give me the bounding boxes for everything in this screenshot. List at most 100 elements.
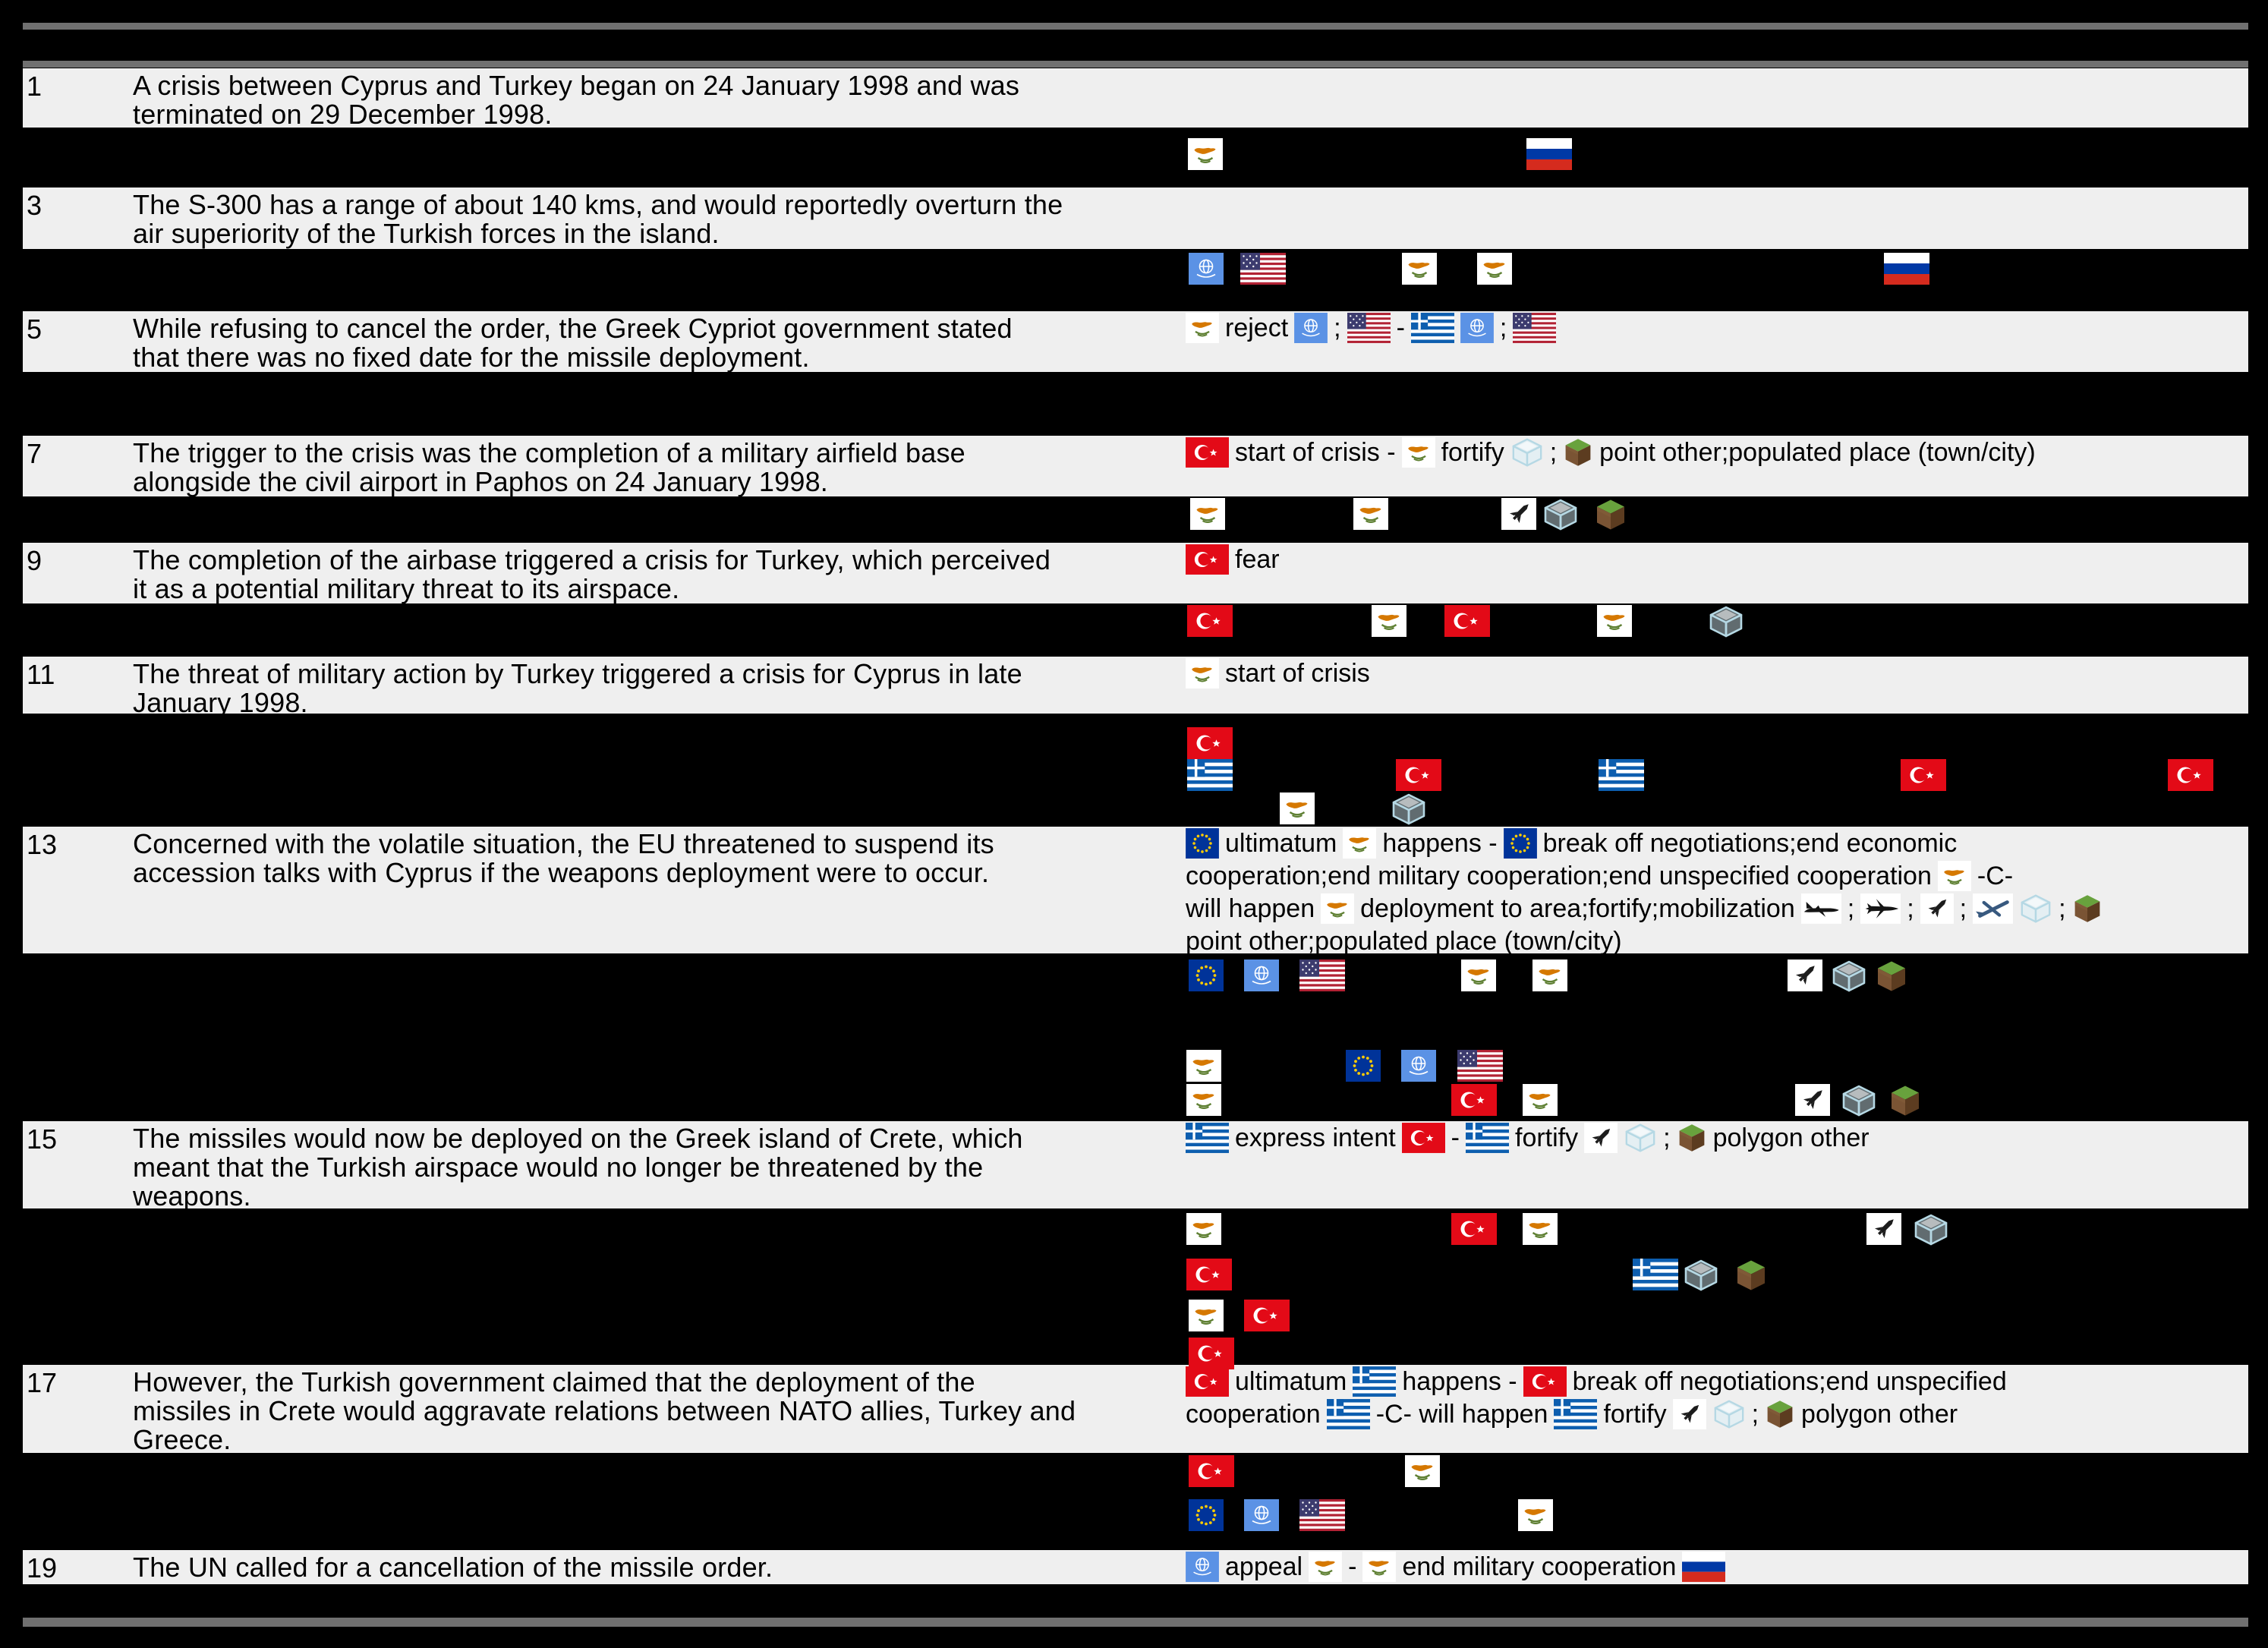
turkey-flag-icon	[1901, 759, 1946, 791]
annotation-text: ;	[1907, 894, 1914, 924]
annotation-text: ultimatum	[1235, 1367, 1347, 1396]
annotation-text: happens -	[1402, 1367, 1517, 1396]
annotation-text: ;	[1959, 894, 1967, 924]
sentence-line: air superiority of the Turkish forces in…	[133, 218, 720, 249]
sentence-row: 13 Concerned with the volatile situation,…	[23, 827, 2248, 956]
eu-flag-icon	[1346, 1050, 1381, 1082]
annotation-text: express intent	[1235, 1123, 1396, 1152]
annotation-text: start of crisis -	[1235, 438, 1396, 467]
sentence-line: weapons.	[133, 1180, 251, 1212]
sentence-text: However, the Turkish government claimed …	[133, 1368, 1076, 1454]
eu-flag-icon	[1186, 828, 1219, 859]
ice-icon	[1510, 437, 1544, 468]
annotation-text: ;	[1751, 1400, 1759, 1429]
separator-bar	[23, 61, 2248, 68]
turkey-flag-icon	[1186, 1366, 1229, 1397]
cyprus-flag-icon	[1402, 253, 1437, 285]
cyprus-flag-icon	[1321, 893, 1355, 925]
sentence-text: While refusing to cancel the order, the …	[133, 314, 1013, 372]
turkey-flag-icon	[1396, 759, 1441, 791]
russia-flag-icon	[1884, 253, 1929, 285]
ice-icon	[1391, 792, 1427, 826]
missile-icon	[1584, 1123, 1618, 1154]
turkey-flag-icon	[1186, 437, 1229, 468]
sentence-line: terminated on 29 December 1998.	[133, 99, 553, 130]
grass-icon	[1875, 959, 1908, 993]
greece-flag-icon	[1353, 1366, 1397, 1397]
annotation-text: cooperation	[1186, 1400, 1321, 1429]
turkey-flag-icon	[1186, 544, 1229, 575]
annotation-text: fortify	[1441, 438, 1504, 467]
sentence-line: A crisis between Cyprus and Turkey began…	[133, 70, 1020, 101]
cyprus-flag-icon	[1188, 138, 1223, 170]
jetblue-icon	[1973, 893, 2014, 924]
ice-icon	[1683, 1259, 1719, 1292]
annotation-text: fear	[1235, 545, 1280, 574]
ice-icon	[1712, 1399, 1746, 1429]
cyprus-flag-icon	[1189, 1300, 1224, 1331]
sentence-row: 5 While refusing to cancel the order, the…	[23, 311, 2248, 372]
row-number: 7	[27, 438, 43, 469]
sentence-line: The missiles would now be deployed on th…	[133, 1123, 1023, 1154]
annotation-text: polygon other	[1712, 1123, 1870, 1152]
cyprus-flag-icon	[1518, 1499, 1553, 1531]
cyprus-flag-icon	[1461, 959, 1496, 991]
un-flag-icon	[1460, 313, 1494, 344]
annotation-text: reject	[1225, 314, 1289, 342]
row-number: 5	[27, 314, 43, 345]
cyprus-flag-icon	[1353, 498, 1388, 530]
ice-icon	[1913, 1213, 1949, 1246]
sentence-row: 3 The S-300 has a range of about 140 kms,…	[23, 187, 2248, 249]
annotation-text: point other;populated place (town/city)	[1186, 927, 1622, 956]
annotation-text: -C- will happen	[1375, 1400, 1548, 1429]
annotation-text: ;	[1334, 314, 1341, 342]
cyprus-flag-icon	[1362, 1552, 1397, 1583]
sentence-line: The UN called for a cancellation of the …	[133, 1552, 773, 1583]
sentence-row: 15 The missiles would now be deployed on …	[23, 1121, 2251, 1212]
grass-icon	[1888, 1084, 1922, 1117]
eu-flag-icon	[1503, 828, 1537, 859]
annotation-cell: start of crisis	[1186, 657, 2251, 690]
cyprus-flag-icon	[1523, 1084, 1558, 1116]
sentence-line: accession talks with Cyprus if the weapo…	[133, 857, 990, 888]
sentence-line: The completion of the airbase triggered …	[133, 544, 1051, 575]
un-flag-icon	[1401, 1050, 1436, 1082]
sentence-row: 17 However, the Turkish government claime…	[23, 1365, 2251, 1454]
cyprus-flag-icon	[1372, 605, 1406, 637]
cyprus-flag-icon	[1523, 1213, 1558, 1245]
annotation-cell: ultimatum happens - break off negotiations…	[1186, 1366, 2251, 1431]
un-flag-icon	[1189, 253, 1224, 285]
annotation-text: ;	[1663, 1123, 1671, 1152]
annotation-text: ;	[1499, 314, 1507, 342]
annotation-cell: express intent - fortify; polygon other	[1186, 1122, 2251, 1155]
cyprus-flag-icon	[1280, 792, 1315, 824]
usa-flag-icon	[1299, 1499, 1345, 1531]
sentence-line: Greece.	[133, 1424, 232, 1455]
cyprus-flag-icon	[1343, 828, 1377, 859]
plane-icon	[1800, 893, 1841, 924]
separator-bar	[23, 1618, 2248, 1627]
row-number: 11	[27, 659, 55, 690]
annotation-text: polygon other	[1801, 1400, 1958, 1429]
turkey-flag-icon	[2168, 759, 2213, 791]
turkey-flag-icon	[1187, 727, 1233, 759]
row-number: 1	[27, 71, 43, 102]
grass-icon	[1765, 1399, 1795, 1429]
annotation-text: break off negotiations;end economic	[1542, 829, 1958, 858]
sentence-row: 7 The trigger to the crisis was the compl…	[23, 436, 2248, 496]
annotation-text: break off negotiations;end unspecified	[1572, 1367, 2007, 1396]
sentence-line: The threat of military action by Turkey …	[133, 658, 1022, 689]
jet-icon	[1860, 893, 1901, 924]
turkey-flag-icon	[1187, 605, 1233, 637]
cyprus-flag-icon	[1405, 1455, 1440, 1487]
cyprus-flag-icon	[1186, 1050, 1221, 1082]
row-number: 17	[27, 1367, 58, 1398]
sentence-line: However, the Turkish government claimed …	[133, 1366, 975, 1397]
annotation-text: will happen	[1186, 894, 1315, 924]
annotation-text: ;	[1847, 894, 1855, 924]
missile-icon	[1795, 1084, 1830, 1116]
usa-flag-icon	[1513, 313, 1557, 343]
ice-icon	[1542, 498, 1579, 531]
turkey-flag-icon	[1523, 1366, 1567, 1397]
